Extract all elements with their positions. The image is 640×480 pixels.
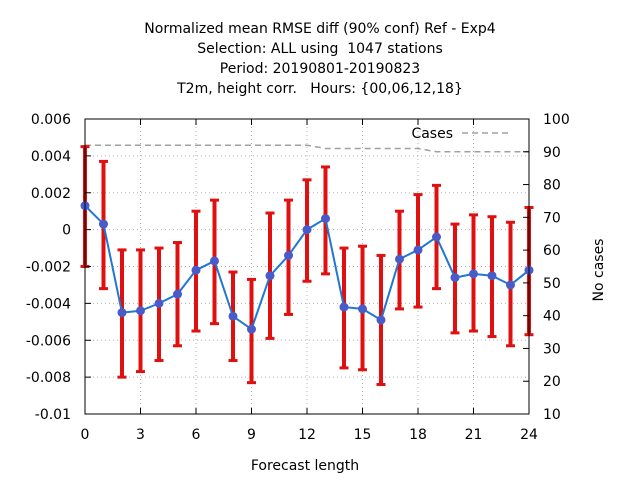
error-bars: [80, 145, 534, 386]
data-point: [376, 315, 386, 325]
axes: -0.01 -0.008 -0.006 -0.004 -0.002 0 0.002 0.004…: [26, 112, 570, 443]
chart-title-line-3: Period: 20190801-20190823: [219, 61, 421, 77]
y-tick-label: 0.004: [31, 149, 71, 165]
data-point: [191, 265, 201, 275]
data-point: [432, 232, 441, 242]
data-point: [228, 311, 238, 321]
y-tick-label: -0.01: [35, 407, 71, 423]
data-point: [395, 254, 404, 264]
data-point: [469, 269, 478, 279]
data-point: [154, 298, 164, 308]
data-point: [210, 256, 219, 266]
data-point: [247, 324, 256, 334]
data-point: [117, 308, 127, 318]
data-point: [321, 214, 330, 224]
legend: Cases: [411, 126, 510, 142]
y-tick-label: -0.008: [26, 370, 71, 386]
y2-tick-label: 20: [543, 374, 561, 390]
y2-tick-label: 100: [543, 112, 570, 128]
y-tick-label: 0.002: [31, 186, 71, 202]
x-tick-label: 15: [354, 427, 372, 443]
y2-tick-label: 10: [543, 407, 561, 423]
data-point: [358, 304, 367, 314]
cases-line: [85, 144, 529, 153]
data-point: [506, 280, 515, 290]
y-tick-label: 0: [62, 223, 71, 239]
data-point: [136, 306, 145, 316]
x-tick-label: 21: [465, 427, 483, 443]
x-tick-label: 24: [520, 427, 538, 443]
x-tick-label: 3: [136, 427, 145, 443]
y2-tick-label: 30: [543, 341, 561, 357]
y-tick-label: 0.006: [31, 112, 71, 128]
x-tick-label: 0: [81, 427, 90, 443]
x-tick-label: 9: [247, 427, 256, 443]
x-axis-label: Forecast length: [251, 458, 359, 474]
data-point: [265, 271, 275, 281]
data-point: [302, 225, 312, 235]
chart-title-line-1: Normalized mean RMSE diff (90% conf) Ref…: [144, 21, 496, 37]
x-tick-label: 18: [409, 427, 427, 443]
chart-title-line-4: T2m, height corr. Hours: {00,06,12,18}: [177, 81, 463, 97]
mean-series: [80, 201, 534, 334]
y-tick-label: -0.004: [26, 296, 71, 312]
cases-series: [85, 144, 529, 153]
data-point: [339, 302, 349, 312]
y-tick-label: -0.002: [26, 260, 71, 276]
y2-axis-label: No cases: [591, 239, 607, 302]
data-point: [284, 250, 293, 260]
y2-tick-label: 70: [543, 210, 561, 226]
x-tick-label: 12: [298, 427, 316, 443]
data-point: [173, 289, 182, 299]
data-point: [487, 271, 497, 281]
y-tick-label: -0.006: [26, 333, 71, 349]
data-point: [99, 219, 108, 229]
data-point: [413, 245, 423, 255]
chart-title-line-2: Selection: ALL using 1047 stations: [197, 41, 443, 57]
y2-tick-label: 80: [543, 178, 561, 194]
y2-tick-label: 60: [543, 243, 561, 259]
legend-label: Cases: [411, 126, 453, 142]
data-point: [450, 273, 460, 283]
x-tick-label: 6: [192, 427, 201, 443]
y2-tick-label: 40: [543, 309, 561, 325]
y2-tick-label: 50: [543, 276, 561, 292]
y2-tick-label: 90: [543, 145, 561, 161]
